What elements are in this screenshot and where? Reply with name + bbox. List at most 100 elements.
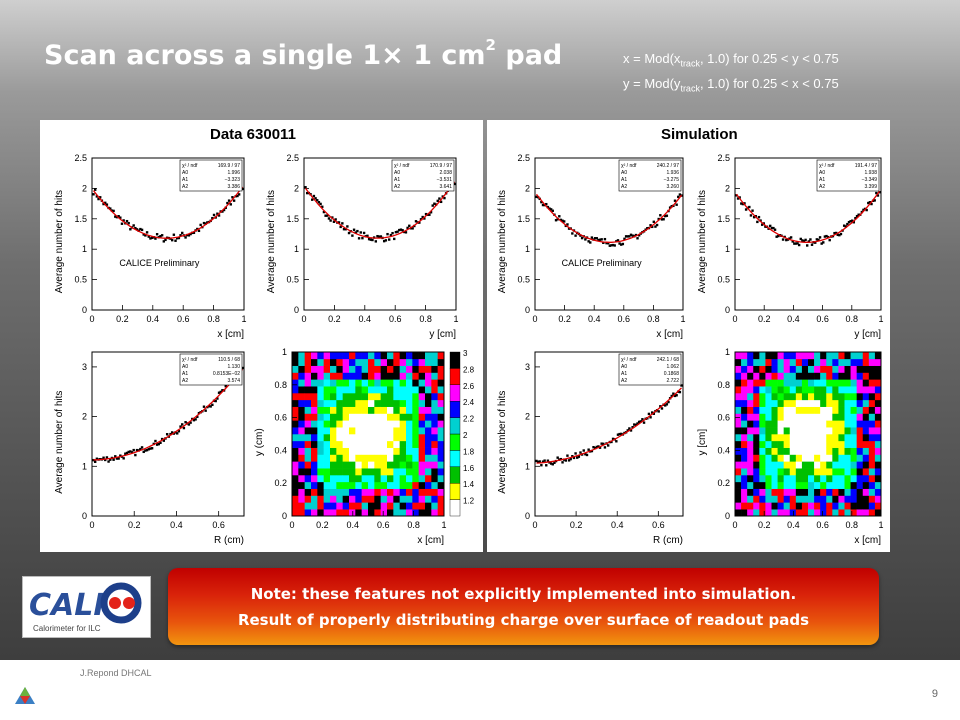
data-point [590, 449, 594, 453]
heatmap-cell [393, 365, 400, 373]
heatmap-cell [777, 454, 784, 462]
heatmap-cell [801, 502, 809, 510]
data-point [764, 225, 767, 228]
heatmap-cell [311, 502, 318, 510]
heatmap-cell [808, 502, 815, 510]
data-point [170, 238, 174, 242]
heatmap-cell [735, 352, 742, 360]
heatmap-cell [298, 461, 305, 469]
data-point [211, 216, 214, 220]
heatmap-cell [425, 481, 432, 489]
heatmap-cell [431, 440, 438, 448]
data-point [631, 234, 634, 237]
heatmap-cell [298, 420, 305, 428]
data-point [605, 241, 608, 245]
heatmap-cell [406, 454, 413, 462]
data-point [169, 432, 172, 436]
data-point [793, 242, 796, 245]
heatmap-cell [789, 399, 797, 407]
heatmap-cell [349, 461, 356, 469]
data-point [610, 244, 613, 247]
heatmap-cell [862, 468, 870, 476]
heatmap-cell [850, 502, 857, 510]
y-tick-label: 1 [725, 347, 730, 357]
fit-line [735, 190, 881, 243]
heatmap-cell [393, 468, 400, 476]
heatmap-cell [850, 406, 857, 414]
heatmap-cell [368, 502, 375, 510]
data-point [585, 453, 589, 457]
y-tick-label: 2 [525, 183, 530, 193]
data-point [376, 234, 379, 238]
heatmap-cell [355, 488, 362, 496]
heatmap-cell [412, 502, 419, 510]
heatmap-cell [753, 427, 760, 435]
data-point [561, 219, 564, 222]
heatmap-cell [844, 413, 851, 421]
data-point [311, 198, 314, 201]
data-point [647, 412, 651, 416]
heatmap-cell [336, 372, 343, 380]
heatmap-cell [393, 406, 400, 414]
data-point [399, 228, 403, 231]
x-tick-label: 1 [241, 314, 246, 324]
heatmap-cell [361, 365, 369, 373]
heatmap-cell [838, 379, 845, 387]
heatmap-cell [361, 468, 369, 476]
heatmap-cell [412, 406, 419, 414]
heatmap-cell [856, 393, 864, 401]
heatmap-cell [868, 352, 876, 360]
heatmap-cell [783, 434, 791, 442]
heatmap-cell [368, 365, 375, 373]
data-point [419, 218, 423, 221]
data-point [822, 241, 825, 244]
heatmap-cell [735, 454, 742, 462]
heatmap-cell [311, 352, 318, 360]
heatmap-cell [330, 475, 337, 483]
stats-label: χ² / ndf [182, 163, 198, 169]
y-axis-label: Average number of hits [54, 190, 65, 293]
heatmap-cell [808, 399, 815, 407]
data-point [665, 403, 669, 406]
data-point [321, 205, 324, 208]
data-point [236, 194, 239, 198]
y-tick-label: 1 [725, 244, 730, 254]
heatmap-cell [741, 475, 748, 483]
heatmap-cell [323, 481, 331, 489]
heatmap-cell [735, 502, 742, 510]
heatmap-cell [412, 509, 419, 517]
heatmap-cell [406, 495, 413, 503]
data-point [102, 202, 105, 206]
heatmap-cell [850, 481, 857, 489]
heatmap-cell [789, 386, 797, 394]
data-point [836, 233, 839, 237]
heatmap-cell [399, 454, 407, 462]
heatmap-cell [298, 475, 305, 483]
heatmap-cell [336, 386, 343, 394]
heatmap-cell [826, 393, 833, 401]
heatmap-cell [820, 386, 827, 394]
heatmap-cell [838, 406, 845, 414]
heatmap-cell [349, 440, 356, 448]
heatmap-cell [814, 440, 821, 448]
heatmap-cell [311, 481, 318, 489]
heatmap-cell [374, 379, 381, 387]
heatmap-cell [795, 481, 803, 489]
heatmap-cell [355, 358, 362, 366]
colorbar-cell [449, 433, 461, 451]
heatmap-cell [298, 447, 305, 455]
heatmap-cell [844, 461, 851, 469]
heatmap-cell [355, 372, 362, 380]
heatmap-cell [399, 413, 407, 421]
heatmap-cell [361, 413, 369, 421]
data-point [855, 214, 859, 218]
heatmap-cell [399, 358, 407, 366]
x-tick-label: 0.4 [347, 520, 360, 530]
data-point [558, 215, 561, 218]
heatmap-cell [399, 386, 407, 394]
heatmap-cell [759, 454, 766, 462]
heatmap-cell [868, 393, 876, 401]
data-point [140, 228, 144, 232]
heatmap-cell [820, 481, 827, 489]
plot-frame [734, 351, 882, 517]
